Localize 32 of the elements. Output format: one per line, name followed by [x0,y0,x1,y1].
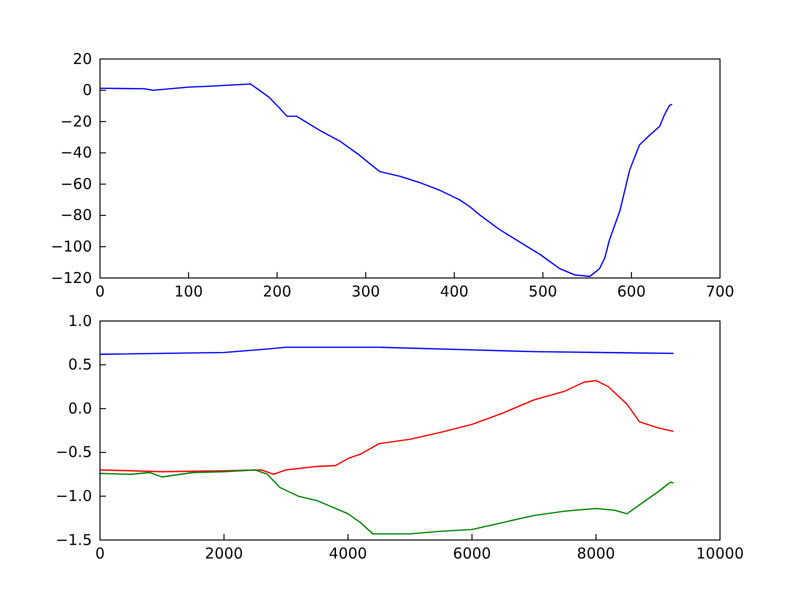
y-tick-label: −40 [60,144,92,162]
y-tick-label: −20 [60,112,92,130]
x-tick-label: 100 [174,282,203,301]
y-tick-label: 0.5 [68,356,92,374]
x-tick-label: 700 [706,282,734,301]
line-series [99,346,674,355]
x-tick-label: 6000 [452,544,492,563]
y-tick-label: −1.0 [56,487,92,505]
x-tick-label: 0 [95,282,105,301]
y-tick-label: 1.0 [68,312,92,330]
line-series [99,380,674,475]
y-tick-label: 0 [82,81,92,100]
y-tick-label: −0.5 [56,443,92,462]
x-tick-label: 8000 [576,544,616,563]
x-tick-label: 4000 [328,544,368,563]
y-tick-label: −80 [60,206,92,224]
y-tick-label: 20 [72,50,92,68]
y-tick-label: −120 [50,268,92,287]
x-tick-label: 300 [351,282,380,301]
line-series [99,83,673,278]
y-tick-label: −100 [50,238,92,256]
x-tick-label: 400 [440,282,469,301]
x-tick-label: 200 [262,282,292,301]
y-tick-label: 0.0 [68,399,92,418]
line-series [99,469,674,535]
x-tick-label: 600 [617,282,646,301]
x-tick-label: 0 [95,544,105,563]
y-tick-label: −1.5 [56,530,92,549]
x-tick-label: 10000 [696,544,744,563]
x-tick-label: 500 [528,282,558,301]
y-tick-label: −60 [60,174,92,193]
x-tick-label: 2000 [204,544,244,563]
